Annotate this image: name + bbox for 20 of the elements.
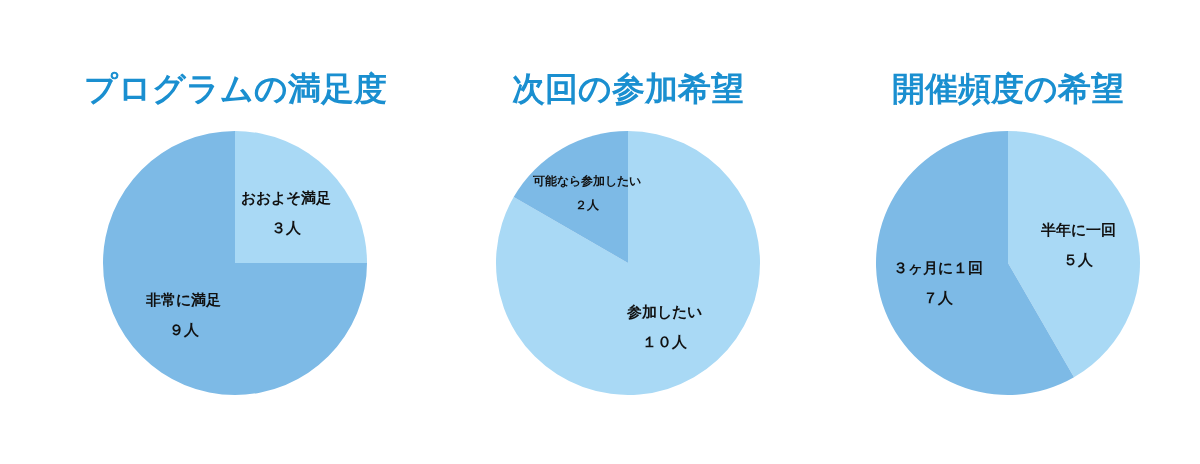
slice-label: 非常に満足 [145,291,222,310]
pie-slice [496,131,760,395]
data-label: １０人 [641,332,688,351]
chart-title: 次回の参加希望 [512,69,744,108]
chart-title: プログラムの満足度 [83,69,387,108]
data-label: ７人 [922,288,954,307]
pie-slice [103,131,367,395]
slice-label: ３ヶ月に１回 [892,258,983,277]
pie-slice [1008,131,1140,378]
data-label: ９人 [168,321,200,340]
slice-label: 可能なら参加したい [532,173,642,188]
data-label: ２人 [575,197,601,212]
pie-slice [235,131,367,263]
pie-slice [513,131,628,263]
slice-label: 半年に一回 [1039,221,1116,240]
slice-label: 参加したい [625,302,702,321]
data-label: ３人 [271,218,303,237]
chart-title: 開催頻度の希望 [892,69,1124,108]
data-label: ５人 [1063,251,1095,270]
slice-label: おおよそ満足 [241,188,332,207]
